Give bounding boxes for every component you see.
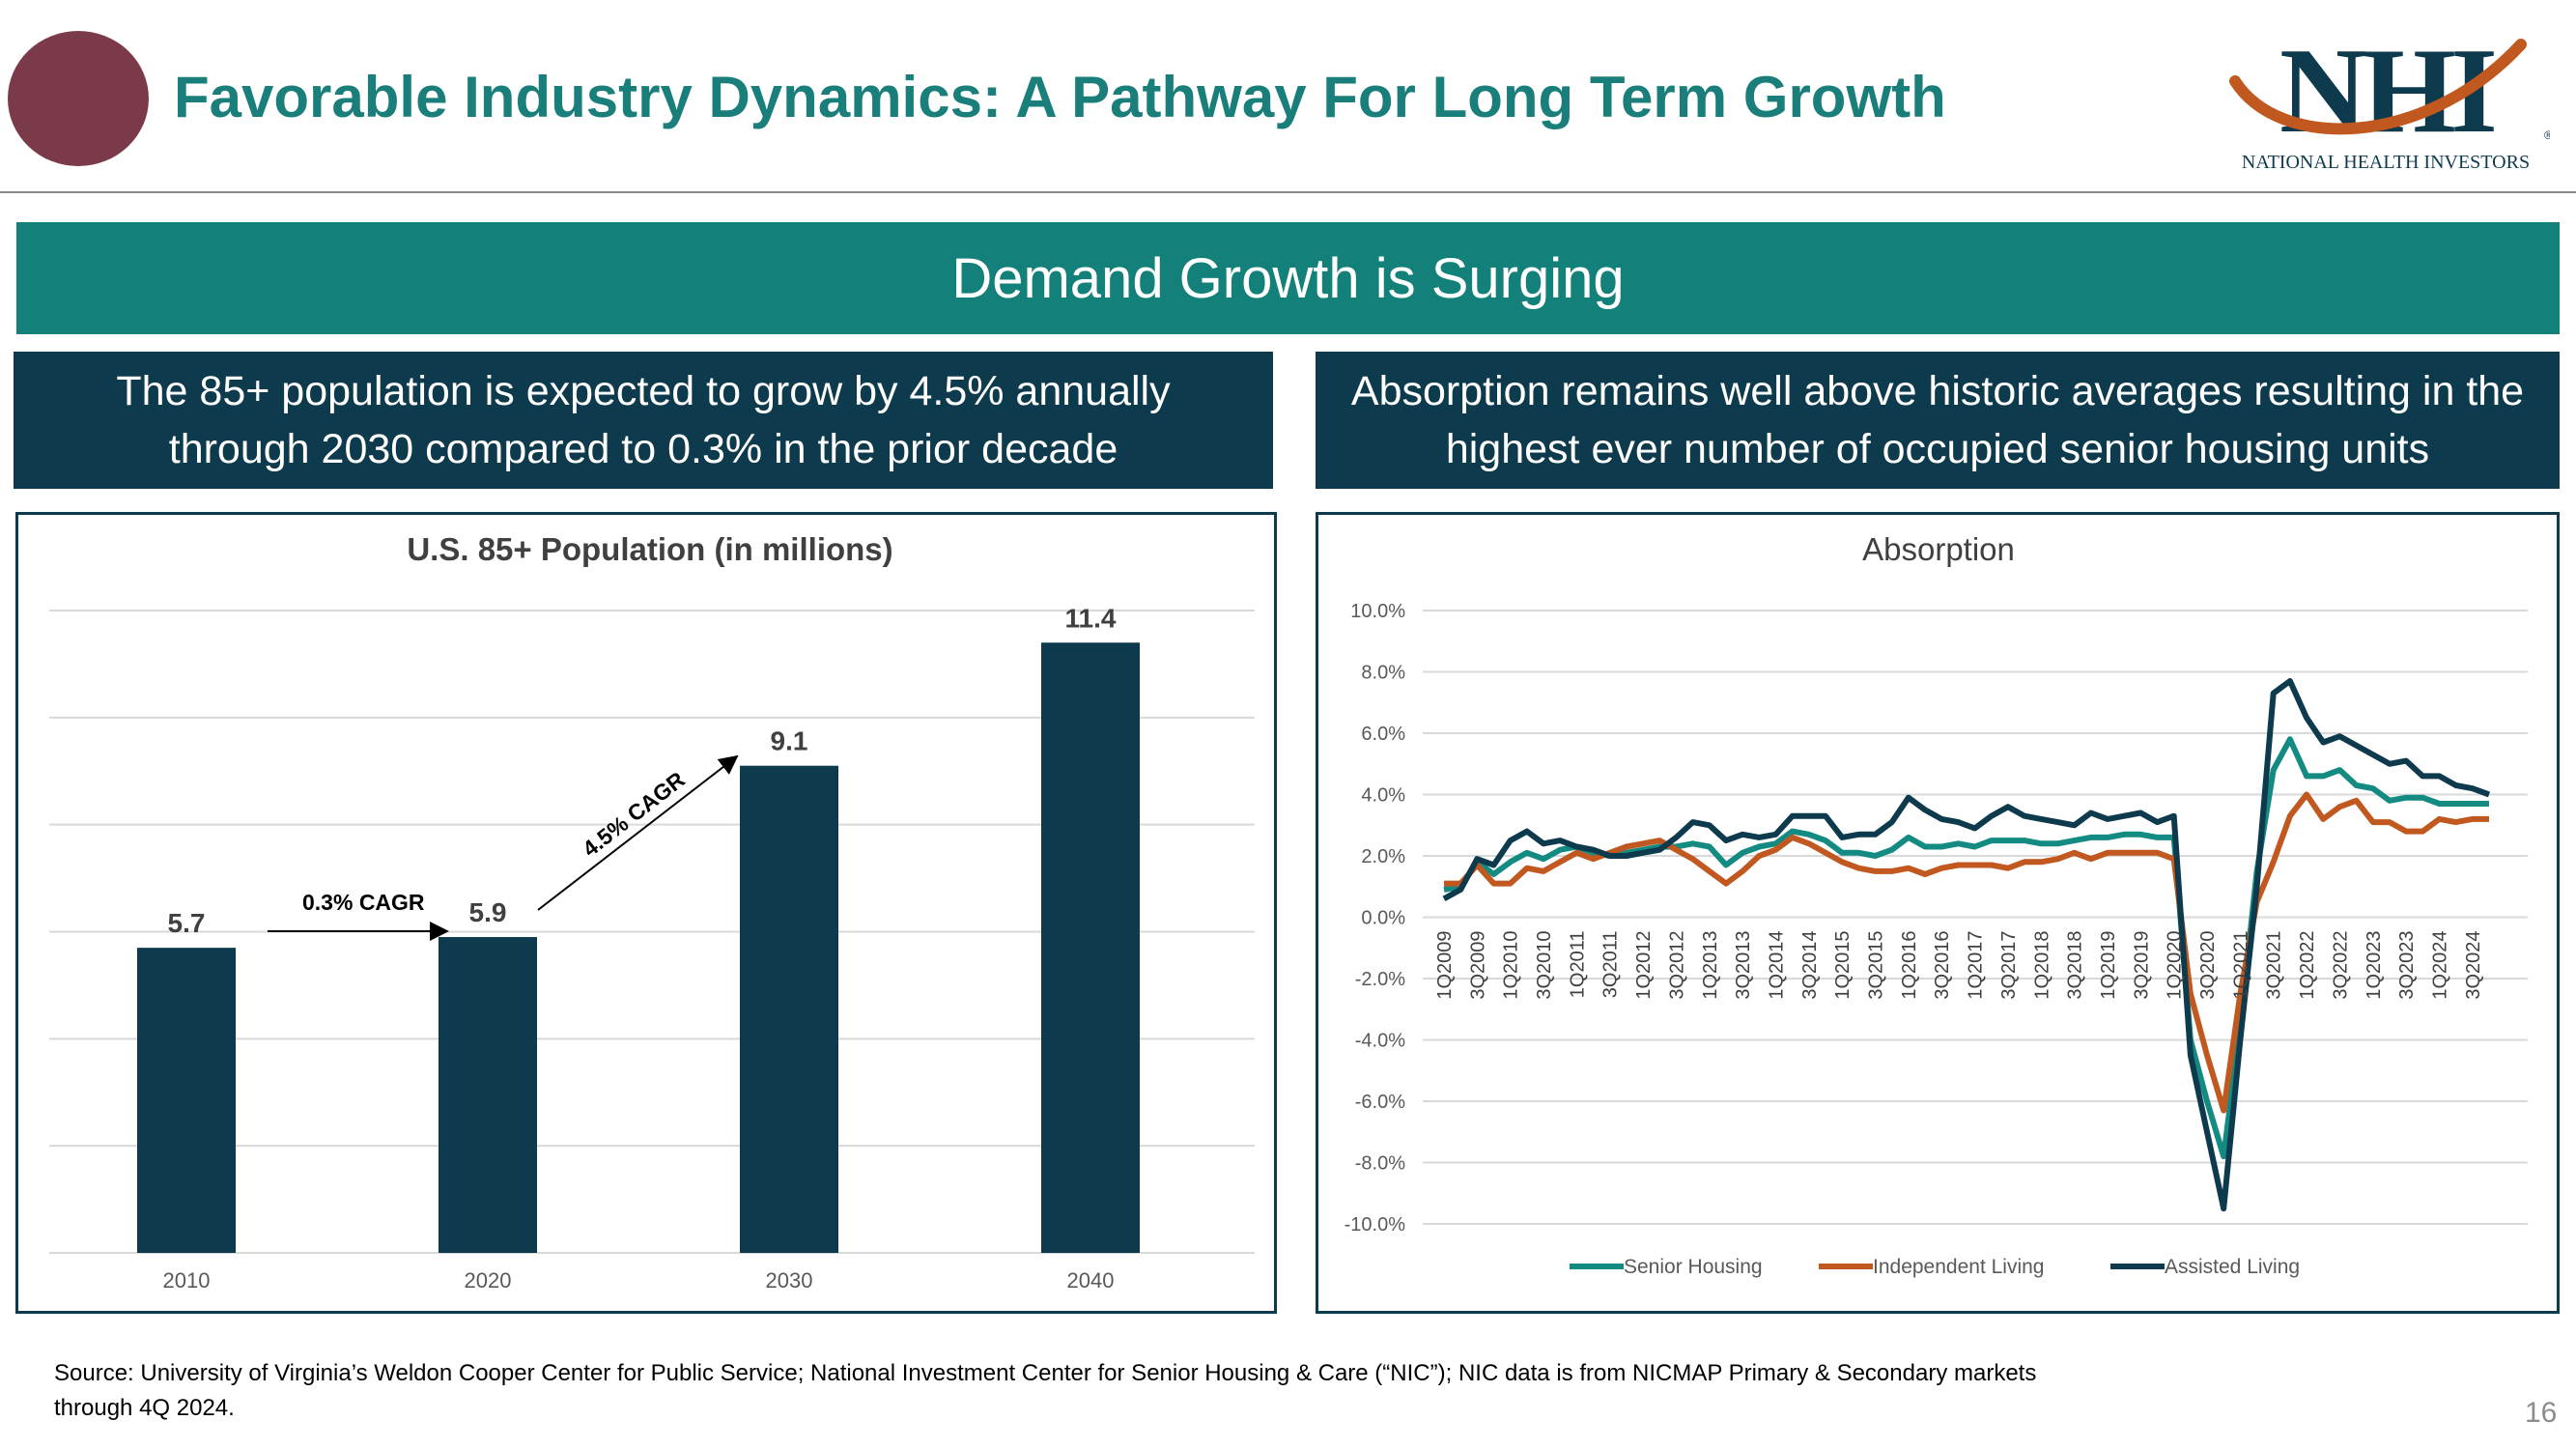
line-x-tick-label: 1Q2012 <box>1633 931 1655 1000</box>
line-x-tick-label: 1Q2019 <box>2098 931 2119 1000</box>
line-y-tick-label: 4.0% <box>1361 785 1405 807</box>
line-x-tick-label: 1Q2016 <box>1899 931 1920 1000</box>
line-x-tick-label: 1Q2015 <box>1832 931 1854 1000</box>
legend-label: Assisted Living <box>2165 1256 2300 1278</box>
bar-2030 <box>740 765 838 1253</box>
right-panel-heading-text: Absorption remains well above historic a… <box>1350 368 2525 472</box>
line-x-tick-label: 3Q2024 <box>2463 931 2484 1000</box>
population-bar-chart: U.S. 85+ Population (in millions) 5.7 5.9… <box>49 531 1255 1293</box>
bar-value-label: 5.7 <box>168 908 206 938</box>
bar-2020 <box>439 937 537 1253</box>
line-x-tick-label: 3Q2017 <box>1998 931 2020 1000</box>
line-chart-x-ticks: 1Q2009 3Q2009 1Q2010 3Q2010 1Q2011 3Q2011 1Q20… <box>1434 931 2484 1000</box>
legend-label: Independent Living <box>1873 1256 2045 1278</box>
source-line-1: Source: University of Virginia’s Weldon … <box>54 1360 2037 1386</box>
line-x-tick-label: 3Q2018 <box>2065 931 2086 1000</box>
series-line-assisted-living <box>1442 678 2491 1212</box>
header-circle-decoration <box>8 31 149 166</box>
bar-x-tick-label: 2040 <box>1067 1268 1115 1293</box>
line-x-tick-label: 1Q2020 <box>2165 931 2186 1000</box>
line-y-tick-label: -10.0% <box>1345 1214 1406 1236</box>
line-y-tick-label: 8.0% <box>1361 663 1405 684</box>
line-x-tick-label: 3Q2013 <box>1733 931 1754 1000</box>
line-x-tick-label: 3Q2012 <box>1666 931 1687 1000</box>
line-x-tick-label: 1Q2009 <box>1434 931 1456 1000</box>
line-chart-series <box>1442 678 2491 1212</box>
bar-value-label: 11.4 <box>1065 603 1117 633</box>
left-panel-heading-text: The 85+ population is expected to grow b… <box>116 368 1171 472</box>
slide-title: Favorable Industry Dynamics: A Pathway F… <box>174 65 1946 129</box>
line-x-tick-label: 1Q2018 <box>2031 931 2052 1000</box>
bar-chart-value-labels: 5.7 5.9 9.1 11.4 <box>168 603 1117 938</box>
line-x-tick-label: 1Q2022 <box>2297 931 2318 1000</box>
bar-x-tick-label: 2030 <box>766 1268 813 1293</box>
line-x-tick-label: 1Q2021 <box>2230 931 2251 1000</box>
source-footnote: Source: University of Virginia’s Weldon … <box>54 1356 2256 1426</box>
line-y-tick-label: -4.0% <box>1355 1031 1405 1052</box>
line-x-tick-label: 3Q2009 <box>1467 931 1488 1000</box>
cagr-label-2020-2030: 4.5% CAGR <box>578 766 690 862</box>
bar-value-label: 5.9 <box>469 897 507 927</box>
line-y-tick-label: -8.0% <box>1355 1153 1405 1175</box>
line-y-tick-label: -2.0% <box>1355 969 1405 990</box>
banner-text: Demand Growth is Surging <box>951 246 1625 310</box>
population-chart-panel: U.S. 85+ Population (in millions) 5.7 5.9… <box>15 512 1277 1314</box>
line-y-tick-label: 0.0% <box>1361 908 1405 929</box>
line-x-tick-label: 3Q2015 <box>1866 931 1887 1000</box>
line-x-tick-label: 3Q2016 <box>1932 931 1953 1000</box>
section-banner: Demand Growth is Surging <box>16 222 2560 334</box>
absorption-chart-panel: Absorption 10.0% 8.0% 6.0% 4.0% 2.0% 0.0% -2.0… <box>1316 512 2560 1314</box>
line-x-tick-label: 1Q2013 <box>1700 931 1721 1000</box>
bar-x-tick-label: 2020 <box>465 1268 512 1293</box>
left-panel-heading: The 85+ population is expected to grow b… <box>14 352 1273 489</box>
line-x-tick-label: 1Q2023 <box>2364 931 2385 1000</box>
legend-label: Senior Housing <box>1624 1256 1763 1278</box>
line-x-tick-label: 3Q2014 <box>1799 931 1821 1000</box>
line-x-tick-label: 1Q2010 <box>1501 931 1522 1000</box>
nhi-logo: NHI ® NATIONAL HEALTH INVESTORS <box>2229 25 2550 173</box>
line-x-tick-label: 3Q2010 <box>1534 931 1555 1000</box>
bar-chart-title: U.S. 85+ Population (in millions) <box>407 531 892 567</box>
line-chart-gridlines <box>1423 610 2528 1225</box>
bar-chart-bars <box>137 642 1140 1253</box>
bar-2040 <box>1041 642 1140 1253</box>
cagr-arrow-2020-2030 <box>537 754 739 911</box>
line-x-tick-label: 3Q2020 <box>2197 931 2219 1000</box>
logo-subtitle: NATIONAL HEALTH INVESTORS <box>2242 152 2530 173</box>
series-line-independent-living <box>1444 791 2489 1114</box>
line-x-tick-label: 3Q2011 <box>1600 931 1622 999</box>
line-chart-title: Absorption <box>1862 531 2015 567</box>
bar-value-label: 9.1 <box>771 726 808 756</box>
line-x-tick-label: 1Q2011 <box>1567 931 1588 999</box>
bar-chart-x-ticks: 2010 2020 2030 2040 <box>163 1268 1115 1293</box>
line-x-tick-label: 3Q2022 <box>2330 931 2351 1000</box>
logo-registered: ® <box>2544 128 2550 142</box>
logo-swoosh <box>2229 39 2527 135</box>
line-y-tick-label: 2.0% <box>1361 846 1405 867</box>
line-x-tick-label: 1Q2017 <box>1966 931 1987 1000</box>
line-x-tick-label: 1Q2024 <box>2430 931 2451 1000</box>
line-x-tick-label: 3Q2023 <box>2396 931 2418 1000</box>
absorption-line-chart: Absorption 10.0% 8.0% 6.0% 4.0% 2.0% 0.0% -2.0… <box>1345 531 2528 1278</box>
line-y-tick-label: -6.0% <box>1355 1092 1405 1113</box>
header-divider <box>0 191 2576 193</box>
source-line-2: through 4Q 2024. <box>54 1395 235 1421</box>
line-x-tick-label: 3Q2021 <box>2264 931 2285 1000</box>
bar-x-tick-label: 2010 <box>163 1268 211 1293</box>
line-chart-y-ticks: 10.0% 8.0% 6.0% 4.0% 2.0% 0.0% -2.0% -4.0% -6.0%… <box>1345 601 1406 1236</box>
line-chart-legend: Senior Housing Independent Living Assisted… <box>1570 1256 2300 1278</box>
line-y-tick-label: 6.0% <box>1361 724 1405 745</box>
line-x-tick-label: 1Q2014 <box>1767 931 1788 1000</box>
right-panel-heading: Absorption remains well above historic a… <box>1316 352 2560 489</box>
page-number: 16 <box>2525 1397 2558 1429</box>
line-y-tick-label: 10.0% <box>1350 601 1405 622</box>
cagr-label-2010-2020: 0.3% CAGR <box>302 890 425 915</box>
line-x-tick-label: 3Q2019 <box>2131 931 2152 1000</box>
bar-2010 <box>137 948 236 1253</box>
